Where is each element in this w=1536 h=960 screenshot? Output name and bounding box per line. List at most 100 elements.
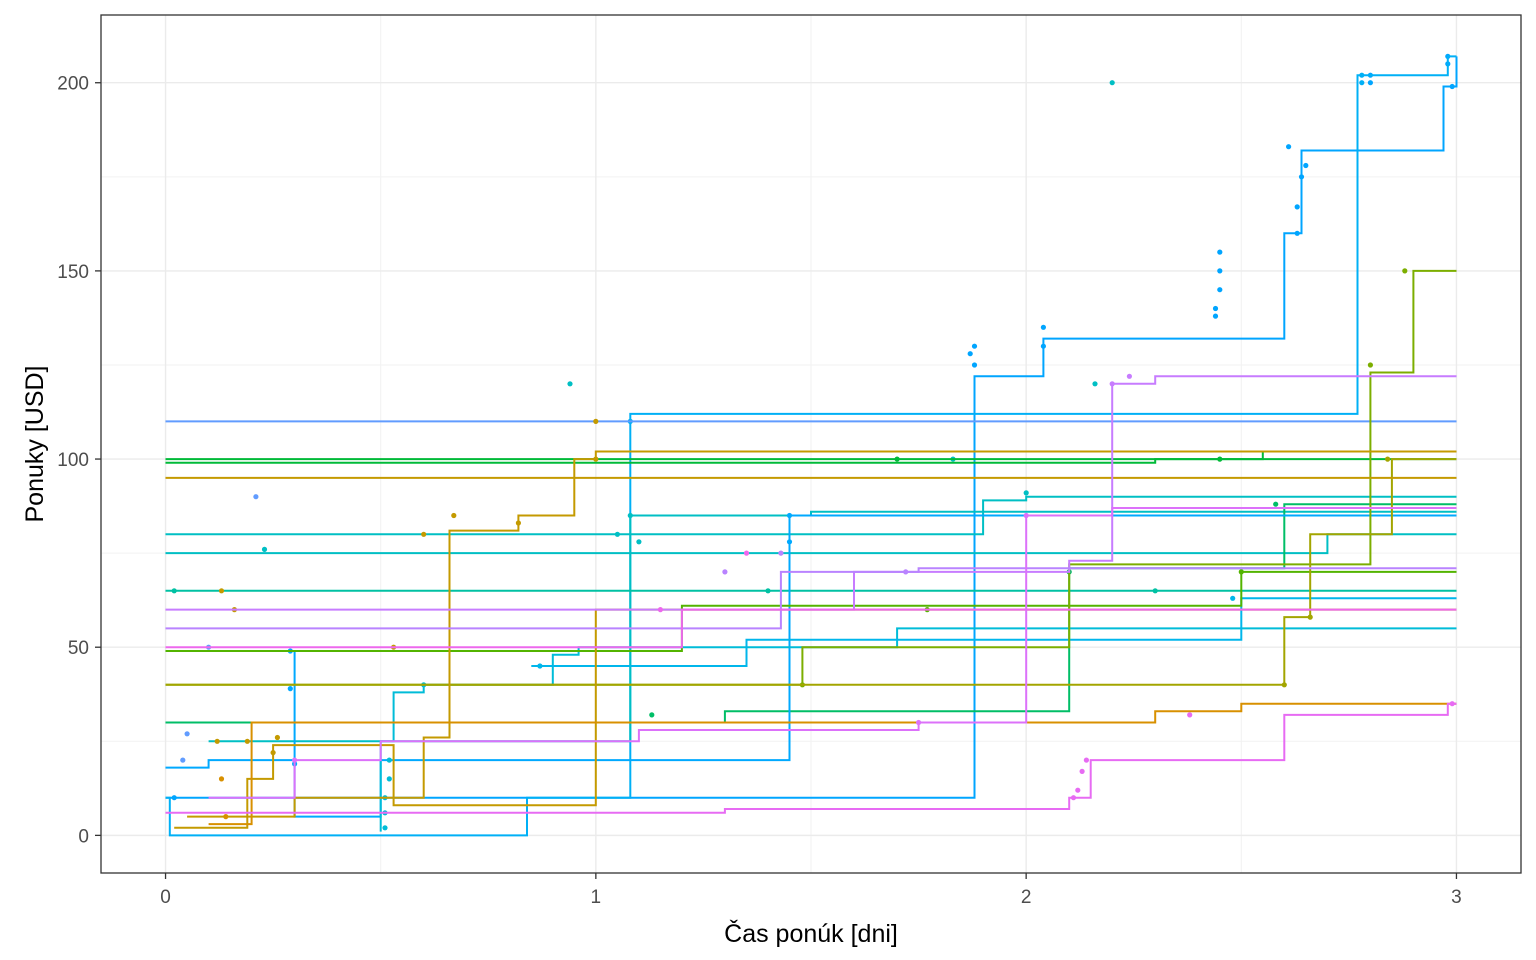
series-1-point-2 [967, 351, 973, 357]
series-12-point-1 [382, 825, 388, 831]
series-18 [187, 418, 1457, 818]
series-21-point-6 [1449, 701, 1455, 707]
series-11-point-5 [786, 512, 793, 519]
x-axis-title: Čas ponúk [dni] [724, 919, 898, 948]
series-14-point-2 [1238, 569, 1244, 575]
series-18-step-line [187, 450, 1457, 818]
series-19-point-4 [274, 734, 280, 741]
series-12-point-5 [386, 757, 392, 763]
series-15-step-line [165, 269, 1457, 686]
series-21 [165, 701, 1457, 814]
series-1-point-3 [971, 362, 978, 368]
series-22-point-1 [1109, 381, 1115, 387]
series-25-point-2 [916, 719, 922, 726]
series-24-point-2 [743, 550, 750, 556]
y-tick-label: 50 [68, 638, 89, 659]
series-2-point-2 [1359, 80, 1365, 86]
series-20-point-2 [218, 776, 225, 782]
series-21-point-1 [1070, 795, 1077, 801]
series-1-point-14 [1294, 204, 1300, 210]
x-tick-label: 3 [1451, 887, 1462, 908]
series-18-point-5 [593, 418, 599, 424]
series-17-point-1 [218, 588, 225, 594]
series-18-point-2 [451, 512, 457, 519]
series-1-point-21 [1449, 83, 1455, 90]
series-1-point-1 [171, 795, 177, 801]
series-4-point-2 [567, 381, 573, 387]
series-22 [165, 373, 1457, 611]
series-2-point-3 [1359, 72, 1365, 78]
y-tick-label: 100 [57, 450, 89, 471]
series-1-point-8 [1212, 305, 1219, 312]
series-5-point-3 [1092, 381, 1098, 387]
series-1-point-4 [971, 343, 978, 349]
series-25-step-line [208, 507, 1457, 799]
series-1-point-9 [1217, 287, 1223, 293]
series-22-step-line [165, 375, 1457, 611]
series-12-point-4 [386, 776, 392, 782]
series-23-point-1 [722, 569, 728, 575]
series-25 [208, 507, 1457, 799]
series-1-point-7 [1212, 313, 1219, 319]
y-tick-label: 0 [78, 826, 89, 847]
series-19-point-2 [244, 738, 250, 744]
x-tick-label: 1 [591, 887, 602, 908]
x-tick-label: 2 [1021, 887, 1032, 908]
series-16-point-1 [1281, 682, 1287, 688]
series-6-point-2 [627, 512, 633, 519]
series-6-point-1 [614, 531, 621, 537]
series-18-point-3 [515, 520, 522, 526]
series-21-point-4 [1083, 757, 1089, 763]
series-21-point-3 [1079, 768, 1085, 775]
series-4 [165, 80, 1457, 553]
series-1-point-11 [1217, 249, 1223, 255]
series-4-point-3 [1109, 80, 1115, 86]
series-13-step-line [531, 597, 1457, 667]
series-19-point-3 [270, 750, 276, 756]
series-24-point-1 [657, 607, 664, 613]
series-1-point-12 [1286, 144, 1292, 150]
ticks: 0 1 2 3 0 50 100 150 200 [57, 74, 1461, 908]
series-24 [165, 550, 1457, 649]
series-11-point-4 [786, 539, 793, 545]
series-1-point-5 [1040, 343, 1046, 349]
series-15 [165, 268, 1457, 688]
series-23-point-3 [903, 569, 909, 575]
series-3-point-2 [184, 731, 190, 737]
series-16-point-3 [1385, 456, 1391, 462]
series-1-point-15 [1298, 174, 1305, 180]
series-24-step-line [165, 608, 1457, 649]
series-1-point-17 [1367, 80, 1373, 86]
series-25-point-1 [292, 757, 298, 763]
series-7-point-3 [1152, 588, 1158, 594]
series-10-point-3 [1273, 501, 1279, 507]
series-22-point-2 [1126, 373, 1132, 379]
series-23 [165, 550, 1457, 630]
x-tick-label: 0 [160, 887, 171, 908]
series-20 [208, 702, 1457, 826]
series-7-point-2 [765, 588, 771, 594]
series-16-step-line [165, 458, 1457, 686]
series-13-point-2 [1230, 595, 1236, 601]
series-15-point-3 [1402, 268, 1408, 274]
series-1-point-10 [1217, 268, 1223, 274]
panel-border [100, 14, 1522, 874]
series-20-step-line [208, 702, 1457, 826]
series-1-point-16 [1303, 162, 1309, 169]
series-19-step-line [174, 608, 1457, 829]
series-9-step-line [165, 458, 1457, 464]
series-13 [531, 595, 1457, 669]
series-21-step-line [165, 702, 1457, 814]
series-19-point-1 [214, 738, 220, 744]
series-23-step-line [165, 567, 1457, 630]
series-9 [165, 458, 1457, 464]
series-16-point-2 [1307, 614, 1313, 620]
series-1-step-line [165, 56, 1458, 799]
y-tick-label: 200 [57, 74, 89, 95]
series-layer [165, 53, 1458, 837]
series-11-point-1 [287, 686, 293, 692]
series-8-point-1 [894, 456, 900, 462]
series-15-point-2 [1367, 362, 1373, 368]
series-1-point-6 [1040, 324, 1046, 330]
